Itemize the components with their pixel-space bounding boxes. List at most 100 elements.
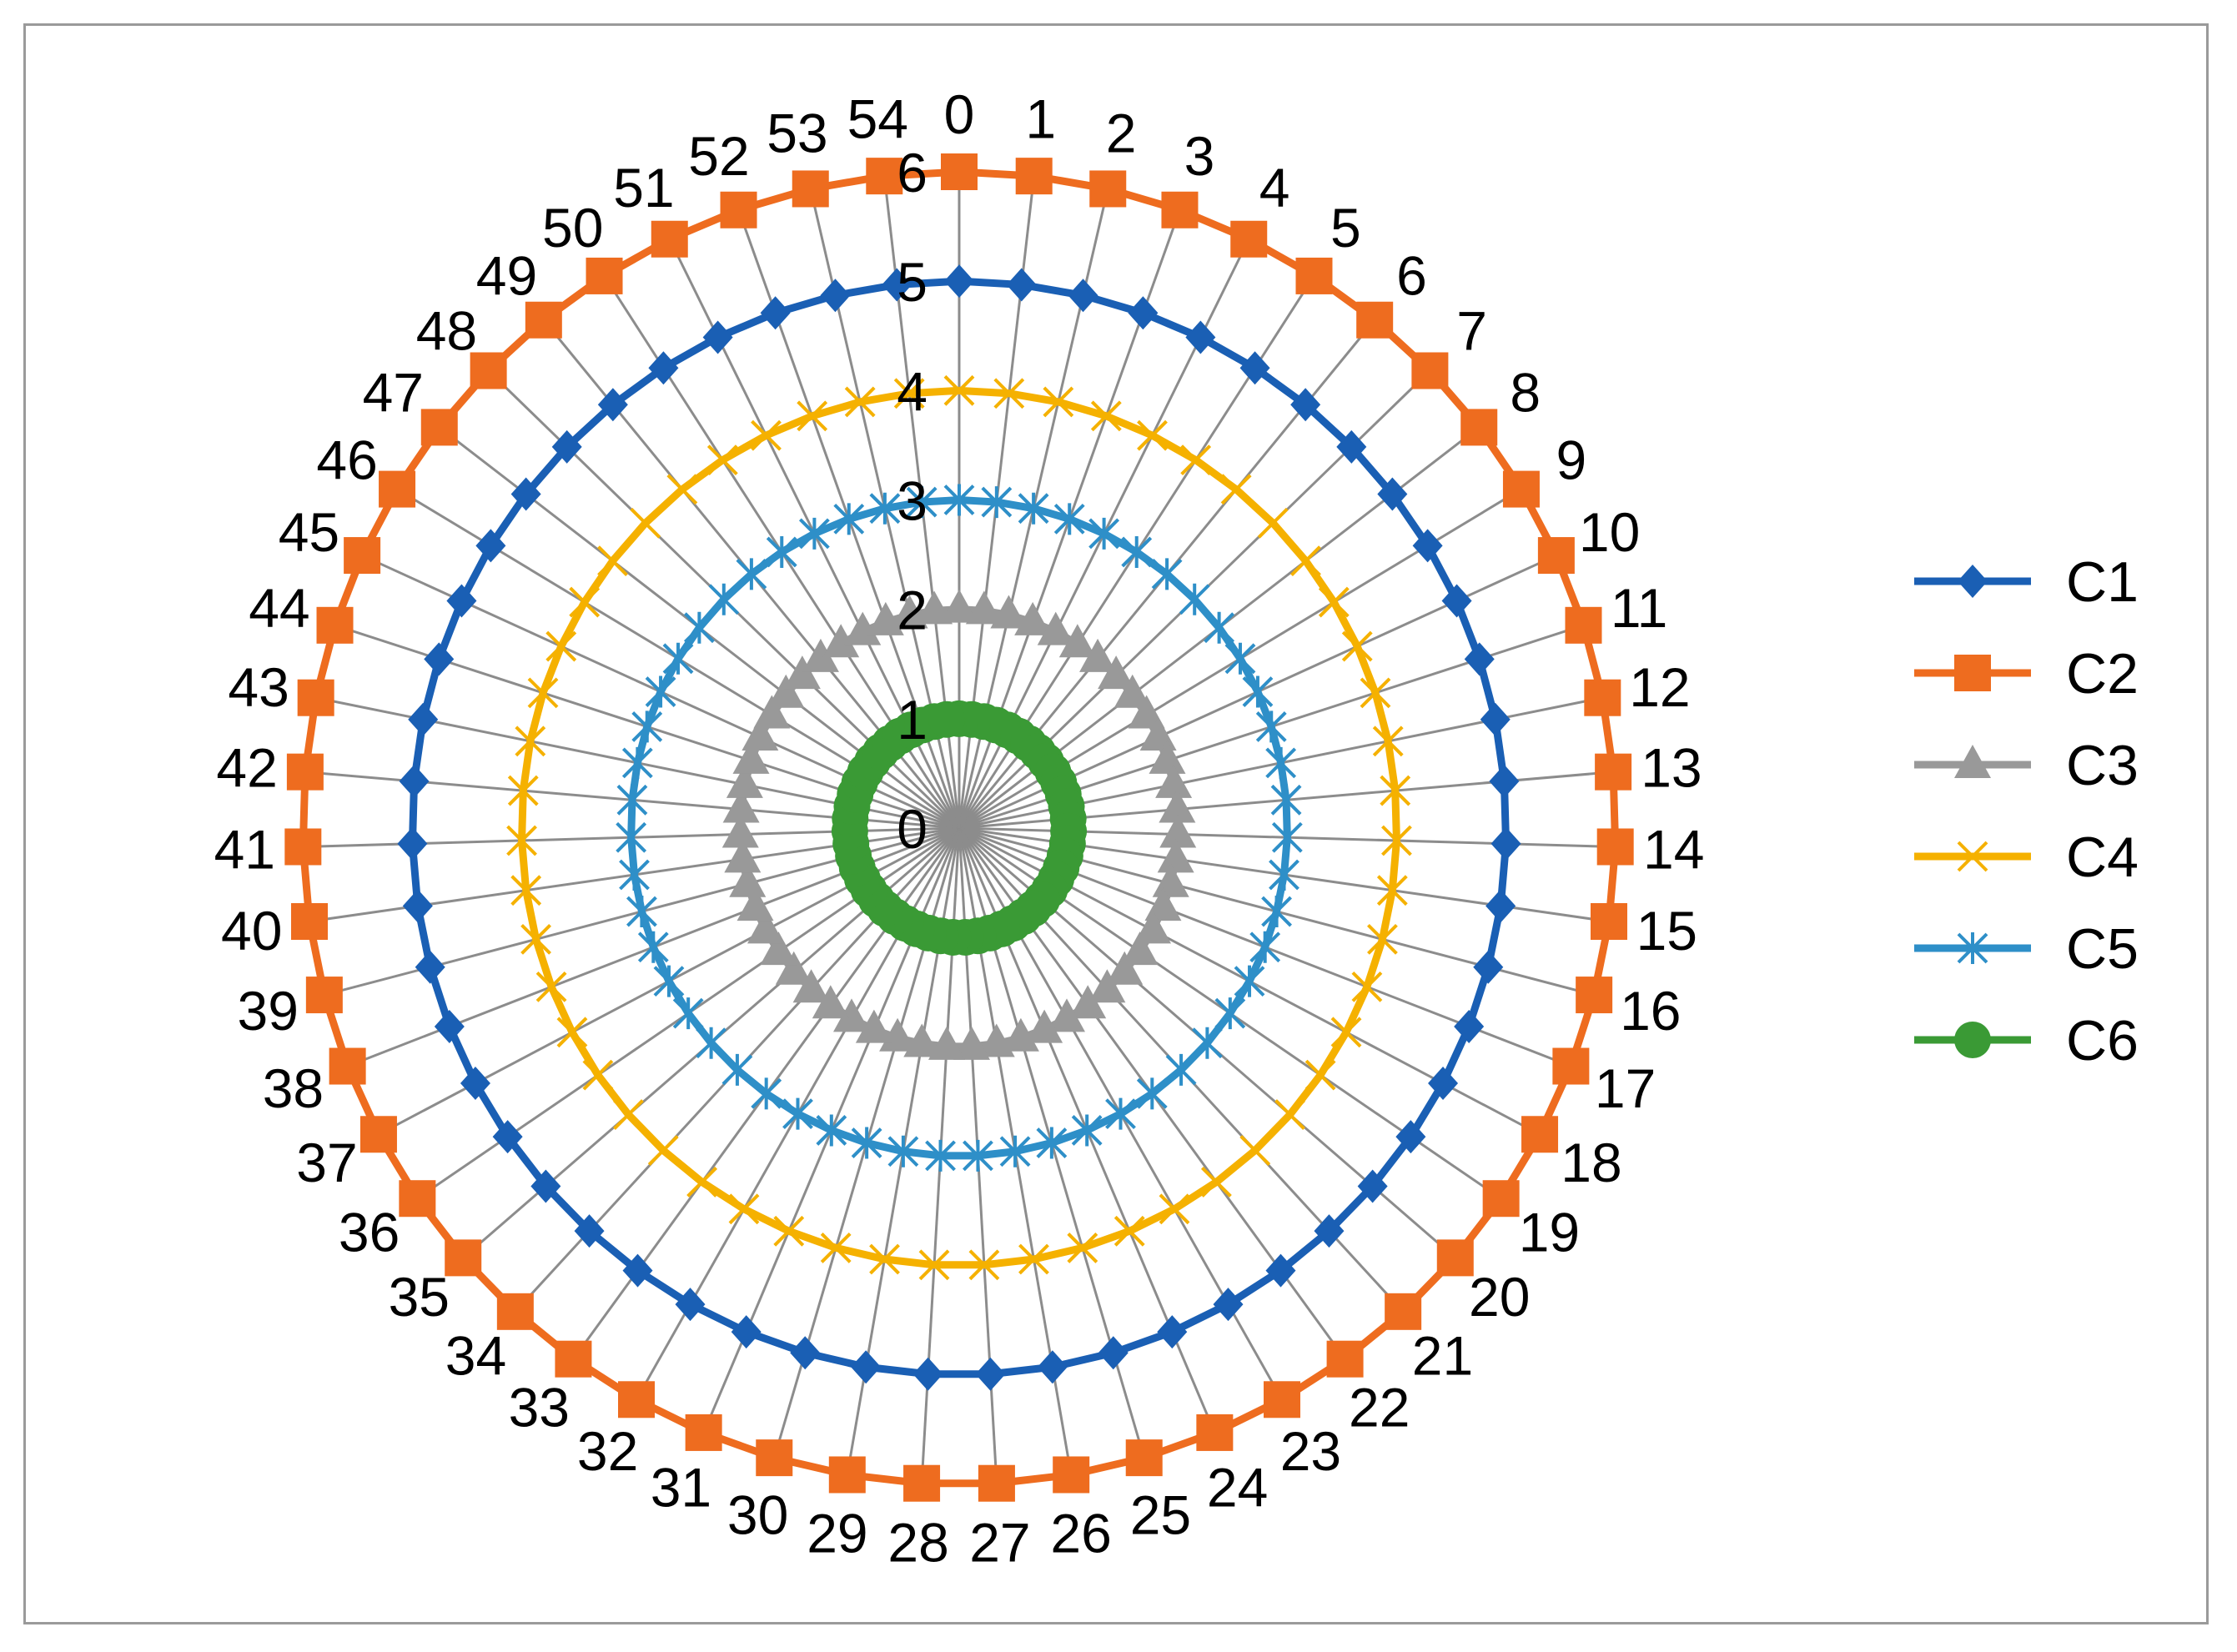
point-C4-23 [1159, 1193, 1190, 1225]
point-C5-47 [683, 611, 715, 644]
point-C2-29 [828, 1456, 866, 1494]
point-C3-5 [1058, 624, 1096, 658]
point-C4-0 [943, 374, 975, 406]
category-label: 47 [363, 362, 424, 424]
point-C4-30 [820, 1232, 852, 1263]
point-C5-40 [619, 859, 650, 891]
point-C1-32 [675, 1288, 706, 1322]
point-C5-42 [616, 784, 648, 816]
point-C2-51 [651, 220, 688, 258]
point-C1-18 [1428, 1067, 1459, 1101]
series-C1 [397, 264, 1521, 1391]
category-label: 11 [1611, 577, 1668, 639]
point-C1-36 [492, 1120, 523, 1154]
point-C5-2 [1018, 492, 1049, 525]
point-C2-11 [1565, 606, 1602, 644]
legend-label: C5 [2066, 917, 2139, 981]
category-label: 42 [216, 737, 277, 799]
point-C3-36 [760, 931, 797, 966]
point-C2-43 [297, 679, 334, 716]
point-C1-42 [399, 764, 430, 798]
point-C2-32 [618, 1381, 656, 1419]
point-C3-40 [724, 839, 762, 873]
point-C2-40 [291, 903, 329, 941]
point-C4-5 [1180, 444, 1212, 476]
series-C6 [831, 700, 1088, 956]
point-C1-33 [622, 1253, 653, 1288]
point-C4-3 [1090, 400, 1122, 432]
category-label: 8 [1510, 362, 1541, 424]
point-C5-51 [798, 517, 830, 550]
point-C3-21 [1088, 969, 1126, 1003]
category-label: 50 [542, 197, 603, 259]
point-C2-22 [1326, 1340, 1364, 1378]
point-C5-29 [887, 1135, 919, 1167]
point-C3-3 [1014, 601, 1052, 635]
point-C4-26 [1018, 1243, 1049, 1275]
point-C2-41 [284, 828, 322, 866]
category-label: 13 [1641, 737, 1702, 799]
point-C3-33 [812, 985, 849, 1019]
point-C3-27 [953, 1026, 990, 1060]
point-C1-30 [790, 1336, 821, 1370]
point-C1-50 [648, 351, 679, 385]
category-label: 4 [1259, 157, 1290, 218]
point-C1-10 [1441, 584, 1472, 618]
point-C3-2 [990, 595, 1028, 629]
point-C4-18 [1330, 1017, 1362, 1048]
point-C4-28 [918, 1249, 950, 1281]
point-C3-14 [1159, 814, 1197, 848]
point-C1-14 [1490, 826, 1521, 861]
radial-tick-label: 1 [897, 689, 927, 751]
point-C2-16 [1576, 977, 1613, 1014]
point-C5-25 [1036, 1127, 1068, 1159]
point-C4-29 [869, 1243, 900, 1275]
point-C5-52 [833, 503, 865, 535]
series-C5 [616, 484, 1303, 1172]
point-C4-10 [1341, 630, 1373, 662]
point-C4-47 [597, 545, 628, 577]
point-C1-20 [1357, 1169, 1388, 1203]
series-C2 [284, 153, 1634, 1502]
point-C4-15 [1376, 875, 1408, 906]
point-C5-22 [1136, 1077, 1168, 1110]
point-C3-54 [916, 590, 953, 625]
point-C5-5 [1121, 535, 1153, 568]
category-label: 24 [1207, 1456, 1268, 1518]
category-label: 10 [1579, 501, 1640, 563]
point-C2-42 [286, 753, 324, 791]
point-C1-2 [1068, 279, 1098, 313]
point-C2-47 [420, 409, 458, 446]
point-C3-41 [721, 814, 759, 848]
point-C2-33 [555, 1340, 592, 1378]
point-C3-23 [1048, 998, 1085, 1032]
point-C1-3 [1128, 296, 1159, 330]
point-C1-0 [944, 264, 974, 299]
point-C1-22 [1265, 1253, 1296, 1288]
point-C4-31 [773, 1215, 805, 1247]
category-label: 52 [688, 125, 749, 187]
point-C3-30 [879, 1017, 917, 1052]
point-C5-45 [645, 675, 676, 708]
category-label: 38 [263, 1057, 324, 1119]
legend-item-C6: C6 [1914, 1009, 2139, 1072]
point-C4-21 [1239, 1135, 1271, 1166]
point-C1-43 [408, 702, 439, 736]
point-C5-15 [1269, 859, 1299, 891]
point-C1-49 [597, 388, 628, 422]
point-C3-45 [741, 717, 779, 751]
point-C4-13 [1380, 775, 1411, 806]
point-C1-17 [1454, 1009, 1485, 1043]
series-layer [284, 153, 1634, 1502]
legend-marker-C4 [1957, 841, 1988, 872]
point-C1-21 [1314, 1214, 1345, 1248]
category-label: 15 [1636, 900, 1697, 962]
point-C3-22 [1069, 985, 1107, 1019]
point-C1-7 [1336, 429, 1367, 464]
point-C5-12 [1265, 746, 1297, 779]
point-C3-16 [1152, 863, 1189, 897]
category-label: 34 [445, 1324, 506, 1386]
point-C5-1 [981, 486, 1013, 519]
point-C4-34 [647, 1135, 679, 1166]
point-C1-38 [434, 1009, 465, 1043]
